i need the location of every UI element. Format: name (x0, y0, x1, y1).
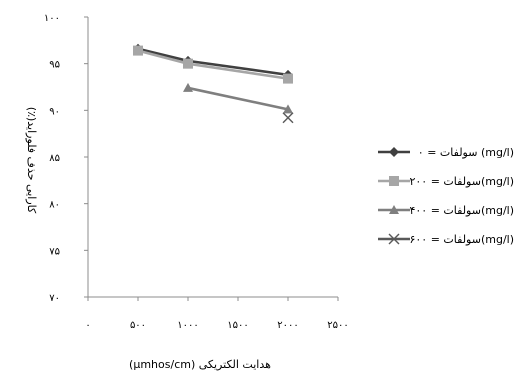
data-point-triangle (283, 104, 293, 114)
y-tick-label: ۸۰ (49, 200, 60, 211)
series-line-1 (137, 47, 289, 77)
legend-label: سولفات = ۶۰۰(mg/l) (409, 233, 514, 246)
y-tick-label: ۸۵ (49, 153, 60, 164)
data-point-square (389, 176, 399, 186)
data-point-triangle (389, 205, 399, 214)
data-point-square (283, 73, 293, 84)
legend-item-2: سولفات = ۲۰۰(mg/l) (378, 175, 514, 188)
legend-label: سولفات = ۰ (mg/l) (418, 146, 514, 159)
x-tick-label: ۵۰۰ (130, 320, 146, 331)
data-point-square (183, 58, 193, 69)
legend-item-4: سولفات = ۶۰۰(mg/l) (378, 233, 514, 246)
legend-item-3: سولفات = ۴۰۰(mg/l) (378, 204, 514, 217)
data-point-square (133, 45, 143, 56)
data-point-x (388, 233, 400, 245)
data-point-diamond (389, 147, 399, 157)
y-tick-label: ۹۰ (49, 106, 60, 117)
y-tick-label: ۷۰ (49, 293, 60, 304)
legend: سولفات = ۰ (mg/l) سولفات = ۲۰۰(mg/l) سولفا… (378, 146, 514, 246)
data-point-x-stroke (282, 112, 294, 124)
x-axis-title: هدایت الکتریکی (µmhos/cm) (129, 358, 271, 371)
legend-label: سولفات = ۲۰۰(mg/l) (409, 175, 514, 188)
y-tick-label: ۱۰۰ (44, 13, 60, 24)
legend-item-1: سولفات = ۰ (mg/l) (378, 146, 514, 159)
series-line-3 (187, 86, 289, 111)
y-tick-label: ۷۵ (49, 246, 60, 257)
x-tick-label: ۰ (85, 320, 90, 331)
y-axis-title: کارایی حذف فلوراید(٪) (25, 107, 38, 214)
y-tick-label: ۹۵ (49, 60, 60, 71)
x-tick-label: ۲۵۰۰ (327, 320, 348, 331)
legend-label: سولفات = ۴۰۰(mg/l) (409, 204, 514, 217)
x-tick-label: ۲۰۰۰ (277, 320, 298, 331)
data-point-x-stroke (388, 233, 400, 245)
x-tick-label: ۱۵۰۰ (227, 320, 248, 331)
data-point-triangle (183, 82, 193, 92)
data-point-x (282, 112, 294, 124)
x-tick-label: ۱۰۰۰ (177, 320, 198, 331)
